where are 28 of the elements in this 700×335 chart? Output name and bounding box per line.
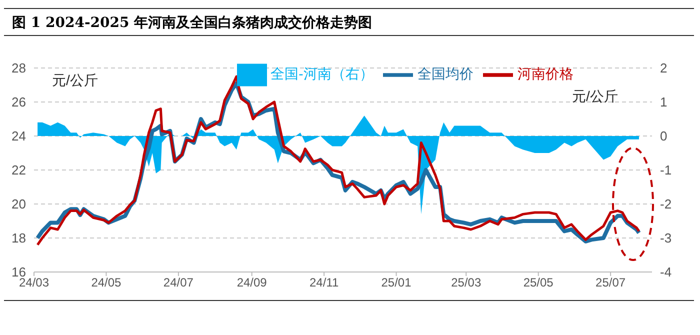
x-tick-label: 25/03 (451, 276, 482, 290)
legend-label: 河南价格 (517, 66, 574, 82)
y-tick-label: 22 (12, 162, 26, 178)
y-tick-label: 24 (12, 128, 26, 144)
y2-tick-label: -4 (660, 264, 672, 280)
y-tick-label: 28 (12, 60, 26, 76)
y-tick-label: 20 (12, 196, 26, 212)
x-tick-label: 25/05 (523, 276, 554, 290)
y-tick-label: 26 (12, 94, 26, 110)
x-tick-label: 25/07 (596, 276, 626, 290)
x-tick-label: 24/03 (18, 276, 50, 290)
y2-tick-label: -2 (660, 196, 672, 212)
y2-tick-label: 1 (660, 94, 668, 110)
y2-tick-label: -1 (660, 162, 672, 178)
legend-label: 全国-河南（右） (270, 66, 374, 82)
x-tick-label: 24/09 (236, 276, 268, 290)
y2-tick-label: 0 (660, 128, 668, 144)
x-tick-label: 24/07 (163, 276, 194, 290)
x-tick-label: 24/11 (309, 276, 339, 290)
y2-tick-label: 2 (660, 60, 668, 76)
y2-axis-title: 元/公斤 (572, 88, 618, 106)
x-tick-label: 24/05 (91, 276, 122, 290)
chart-title: 图 1 2024-2025 年河南及全国白条猪肉成交价格走势图 (4, 8, 694, 36)
y-axis-title: 元/公斤 (52, 72, 98, 90)
legend-label: 全国均价 (417, 66, 474, 82)
y2-tick-label: -3 (660, 230, 672, 246)
x-tick-label: 25/01 (381, 276, 412, 290)
y-tick-label: 18 (12, 230, 26, 246)
